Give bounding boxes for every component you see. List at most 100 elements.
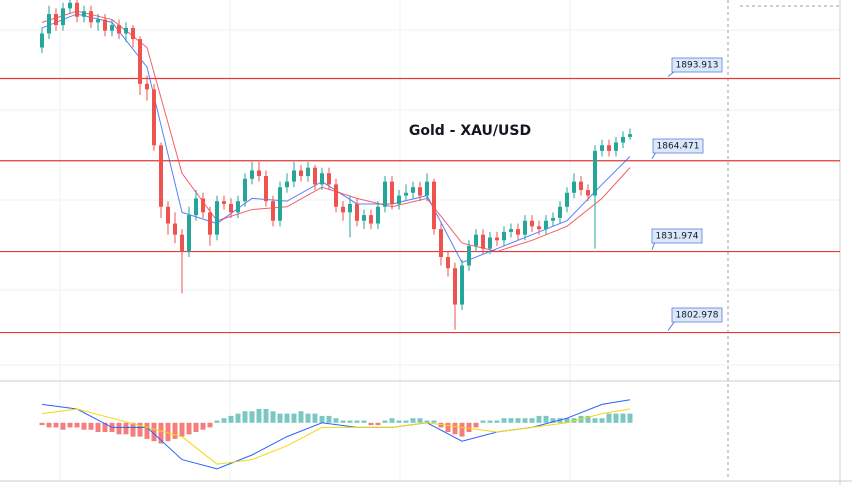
level-label: 1831.974 — [656, 232, 699, 242]
level-label-box — [671, 57, 723, 73]
candle-body — [222, 201, 226, 204]
candle-body — [579, 181, 583, 190]
macd-histogram-bar — [81, 422, 87, 430]
macd-histogram-bar — [347, 420, 353, 423]
macd-histogram-bar — [599, 418, 605, 423]
candle-body — [488, 237, 492, 249]
candle-body — [208, 212, 212, 235]
macd-histogram-bar — [95, 422, 101, 432]
candle-body — [586, 190, 590, 196]
macd-histogram-bar — [102, 422, 108, 432]
macd-histogram-bar — [564, 418, 570, 423]
macd-histogram-bar — [340, 420, 346, 423]
macd-histogram-bar — [151, 422, 157, 442]
macd-histogram-bar — [67, 422, 73, 428]
macd-histogram-bar — [270, 411, 276, 423]
macd-histogram-bar — [354, 420, 360, 423]
macd-histogram-bar — [263, 409, 269, 423]
candle-body — [187, 215, 191, 252]
candle-body — [565, 192, 569, 207]
macd-histogram-bar — [137, 422, 143, 437]
candle-body — [278, 187, 282, 221]
level-label-box — [652, 138, 704, 154]
macd-histogram-bar — [417, 418, 423, 423]
chart-title: Gold - XAU/USD — [409, 123, 531, 139]
macd-histogram-bar — [606, 413, 612, 423]
candle-body — [369, 215, 373, 224]
macd-line — [41, 408, 631, 465]
candle-body — [614, 142, 618, 151]
candle-body — [82, 11, 86, 17]
macd-histogram-bar — [515, 418, 521, 423]
macd-histogram-bar — [193, 422, 199, 432]
macd-histogram-bar — [431, 420, 437, 423]
candle-body — [607, 145, 611, 151]
candle-body — [124, 27, 128, 34]
macd-line — [41, 399, 631, 470]
candle-body — [474, 234, 478, 246]
macd-histogram-bar — [452, 422, 458, 435]
candle-body — [537, 226, 541, 230]
candle-body — [243, 178, 247, 202]
candle-body — [467, 245, 471, 266]
macd-histogram-bar — [179, 422, 185, 437]
macd-histogram-bar — [487, 420, 493, 423]
candle-body — [446, 257, 450, 269]
macd-histogram-bar — [361, 420, 367, 423]
candle-body — [334, 184, 338, 207]
macd-histogram-bar — [249, 411, 255, 423]
macd-histogram-bar — [333, 418, 339, 423]
candle-body — [453, 268, 457, 305]
candle-body — [411, 187, 415, 193]
candle-body — [320, 173, 324, 185]
candle-body — [271, 201, 275, 221]
macd-histogram-bar — [501, 418, 507, 423]
candle-body — [47, 13, 51, 34]
macd-histogram-bar — [214, 420, 220, 423]
macd-histogram-bar — [88, 422, 94, 430]
candle-body — [264, 176, 268, 202]
candle-body — [327, 173, 331, 185]
macd-histogram-bar — [200, 422, 206, 430]
candle-body — [425, 181, 429, 196]
macd-histogram-bar — [53, 422, 59, 428]
candle-body — [516, 229, 520, 235]
macd-histogram-bar — [242, 411, 248, 423]
macd-histogram-bar — [543, 415, 549, 423]
macd-histogram-bar — [529, 418, 535, 423]
candle-body — [348, 203, 352, 213]
macd-histogram-bar — [319, 415, 325, 423]
candle-body — [439, 229, 443, 258]
macd-histogram-bar — [466, 422, 472, 432]
candle-body — [418, 187, 422, 196]
macd-histogram-bar — [326, 415, 332, 423]
macd-histogram-bar — [389, 418, 395, 423]
macd-histogram-bar — [235, 413, 241, 423]
macd-histogram-bar — [46, 422, 52, 428]
candle-body — [600, 145, 604, 151]
candle-body — [551, 217, 555, 221]
macd-histogram-bar — [445, 422, 451, 432]
macd-histogram-bar — [312, 413, 318, 423]
macd-histogram-bar — [459, 422, 465, 437]
level-label-box — [671, 307, 723, 323]
candle-body — [306, 167, 310, 177]
macd-histogram-bar — [123, 422, 129, 435]
macd-histogram-bar — [158, 422, 164, 444]
macd-histogram-bar — [473, 422, 479, 428]
candle-body — [509, 229, 513, 232]
candle-body — [341, 206, 345, 213]
macd-histogram-bar — [410, 418, 416, 423]
level-label: 1893.913 — [676, 61, 719, 71]
macd-histogram-bar — [403, 420, 409, 423]
macd-histogram-bar — [256, 409, 262, 423]
candle-body — [432, 181, 436, 230]
candle-body — [152, 89, 156, 146]
candle-body — [180, 234, 184, 252]
candle-body — [383, 181, 387, 207]
macd-histogram-bar — [368, 422, 374, 426]
macd-histogram-bar — [144, 422, 150, 439]
candle-body — [376, 206, 380, 224]
